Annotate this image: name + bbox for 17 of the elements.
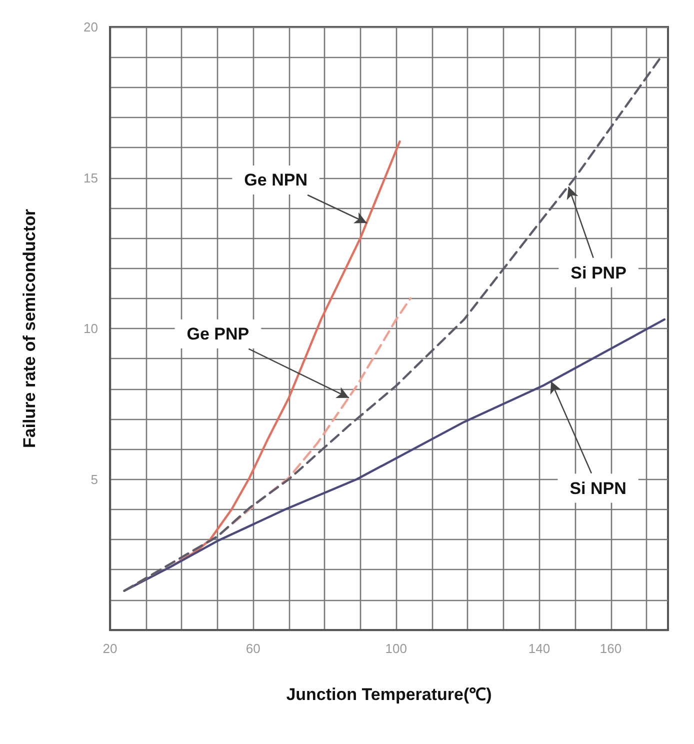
y-axis-title: Failure rate of semiconductor [20,208,39,448]
y-tick-label: 20 [84,20,98,34]
line-series [123,318,666,592]
x-axis-title: Junction Temperature(℃) [286,685,492,704]
x-tick-label: 140 [528,641,550,656]
x-tick-label: 100 [385,641,408,656]
line-series [123,56,662,592]
annotation: Ge NPN [244,170,308,190]
x-tick-label: 60 [246,641,260,656]
y-tick-label: 10 [84,321,98,336]
annotation: Ge PNP [186,324,250,344]
y-tick-label: 5 [90,472,98,487]
annotation: Si NPN [570,478,626,498]
annotation: Si PNP [570,263,626,282]
x-tick-label: 20 [102,641,118,656]
x-tick-label: 160 [600,641,622,656]
y-tick-label: 15 [84,170,98,186]
